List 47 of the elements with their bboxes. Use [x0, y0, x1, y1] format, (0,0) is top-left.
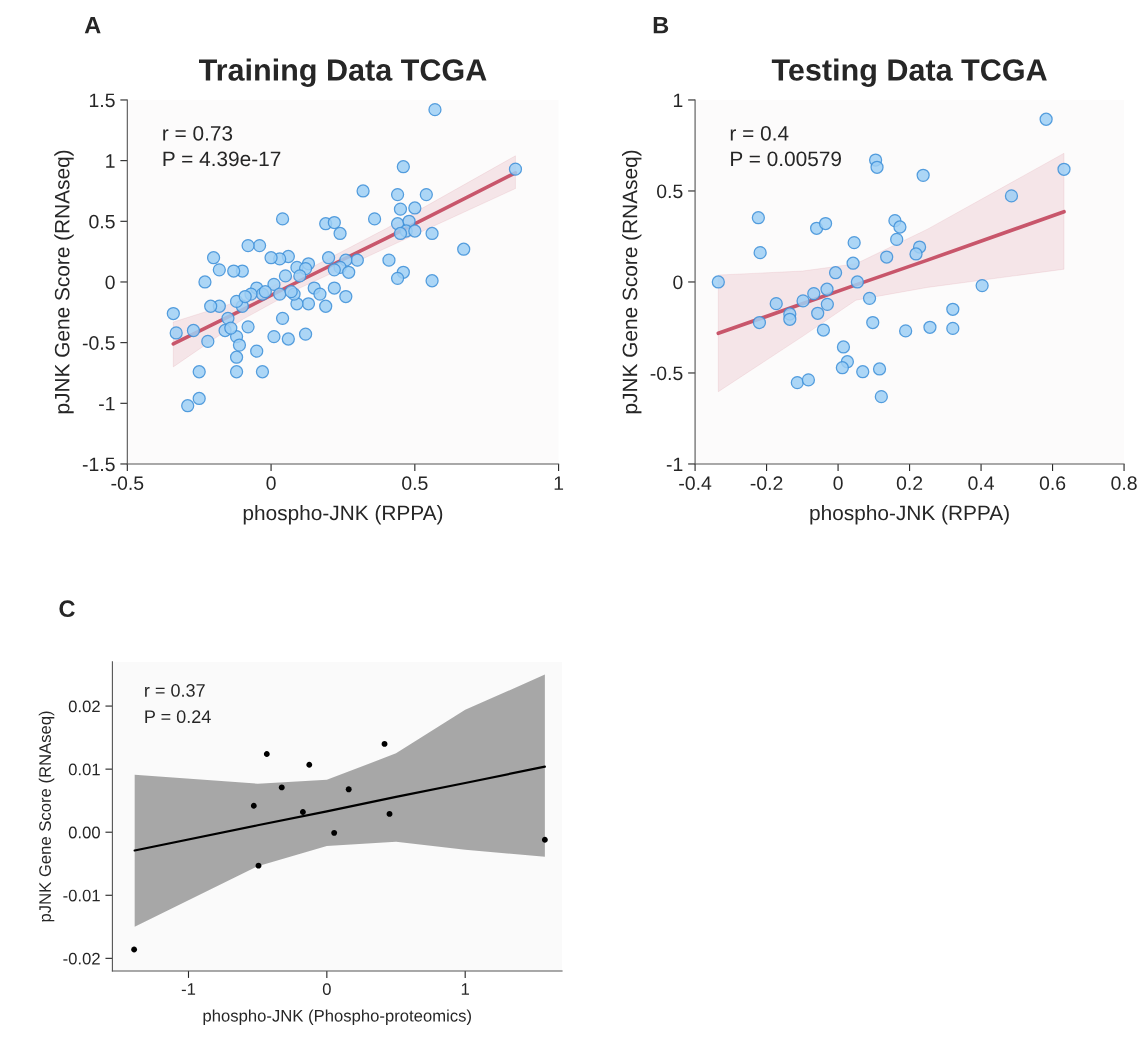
x-tick-label: 1	[461, 983, 470, 995]
x-tick-label: 0	[833, 476, 843, 491]
x-tick-label: -0.2	[750, 476, 783, 491]
y-tick-label: -1.5	[82, 457, 115, 472]
y-tick-label: 0	[673, 275, 683, 290]
y-tick-label: -1	[99, 396, 115, 411]
y-tick-label: -0.5	[650, 366, 683, 381]
y-tick-label: 0.5	[657, 184, 683, 199]
chart-title: Training Data TCGA	[199, 58, 487, 87]
annotation: P = 4.39e-17	[163, 151, 281, 167]
y-tick-label: 0.01	[68, 763, 100, 776]
x-axis-title: phospho-JNK (RPPA)	[810, 505, 1009, 525]
x-axis-title: phospho-JNK (RPPA)	[243, 505, 443, 525]
text: B	[653, 16, 669, 34]
y-tick-label: 0.00	[68, 826, 100, 839]
x-tick-label: -1	[181, 983, 196, 995]
text: C	[59, 600, 75, 618]
y-tick-label: 0.02	[68, 700, 100, 713]
y-tick-label: 1.5	[89, 93, 115, 108]
y-tick-label: -0.5	[82, 336, 115, 350]
x-tick-label: 0.6	[1039, 476, 1066, 491]
x-tick-label: 0.2	[896, 476, 923, 491]
y-axis-title: pJNK Gene Score (RNAseq)	[622, 150, 642, 414]
x-tick-label: 1	[554, 476, 564, 490]
y-tick-label: -1	[666, 457, 683, 472]
y-tick-label: 0	[105, 275, 115, 290]
x-tick-label: 0.5	[402, 476, 428, 491]
y-axis-title: pJNK Gene Score (RNAseq)	[54, 150, 74, 414]
y-tick-label: 1	[673, 93, 683, 108]
annotation: P = 0.00579	[731, 151, 841, 167]
annotation: r = 0.4	[730, 126, 789, 141]
x-tick-label: 0	[322, 983, 331, 995]
x-axis-title: phospho-JNK (Phospho-proteomics)	[203, 1009, 471, 1025]
y-tick-label: 0.5	[89, 214, 115, 229]
chart-title: Testing Data TCGA	[771, 58, 1047, 87]
y-tick-label: -0.01	[63, 889, 100, 902]
annotation: P = 0.24	[145, 710, 211, 724]
y-axis-title: pJNK Gene Score (RNAseq)	[38, 711, 55, 922]
text: A	[84, 16, 101, 34]
x-tick-label: 0.4	[968, 476, 995, 491]
y-tick-label: -0.02	[63, 952, 100, 965]
annotation: r = 0.73	[163, 126, 233, 141]
x-tick-label: 0	[266, 476, 276, 491]
x-tick-label: -0.4	[679, 476, 712, 491]
y-tick-label: 1	[106, 154, 115, 168]
annotation: r = 0.37	[145, 684, 205, 697]
x-tick-label: 0.8	[1111, 476, 1137, 491]
